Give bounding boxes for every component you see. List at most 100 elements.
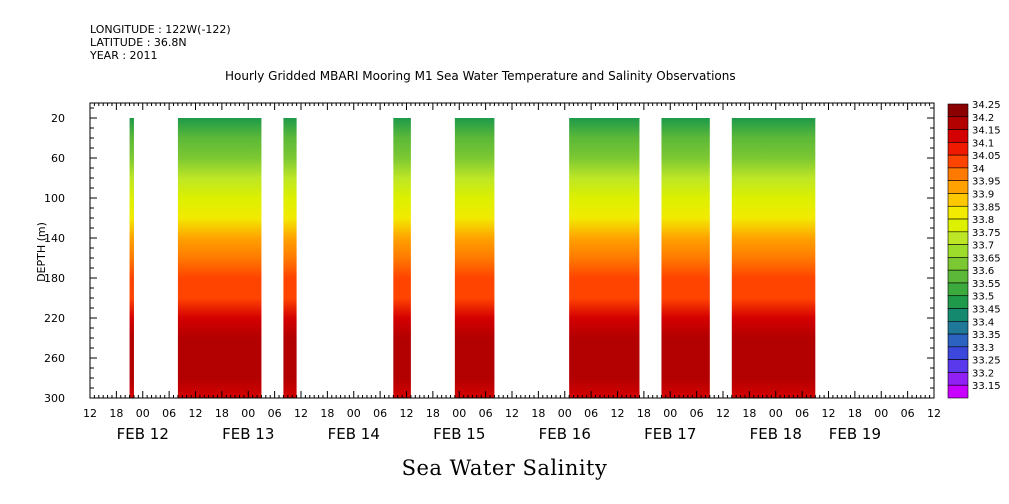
colorbar-swatch [947, 103, 969, 118]
x-hour-label: 18 [637, 407, 651, 420]
colorbar-swatch [947, 295, 969, 309]
x-hour-label: 12 [822, 407, 836, 420]
x-hour-label: 12 [505, 407, 519, 420]
x-axis: 12 18 00 06 12 18 00 06 12 18 00 06 12 18 00 06 12 18 00 06… [83, 103, 941, 443]
chart-title: Hourly Gridded MBARI Mooring M1 Sea Wate… [225, 69, 736, 83]
x-hour-label: 18 [531, 407, 545, 420]
x-hour-label: 12 [611, 407, 625, 420]
y-tick-label: 60 [51, 152, 65, 165]
x-hour-label: 00 [136, 407, 150, 420]
x-hour-label: 18 [742, 407, 756, 420]
colorbar-swatch [947, 142, 969, 156]
x-date-label: FEB 18 [750, 425, 802, 443]
year-label: YEAR : 2011 [90, 49, 158, 62]
colorbar-swatch [947, 359, 969, 373]
colorbar-swatch [947, 321, 969, 335]
colorbar-swatch [947, 180, 969, 194]
colorbar-swatch [947, 333, 969, 348]
x-hour-label: 06 [268, 407, 282, 420]
x-hour-label: 06 [690, 407, 704, 420]
colorbar-swatch [947, 167, 969, 181]
y-tick-label: 300 [44, 392, 65, 405]
colorbar-label: 34.05 [972, 151, 1001, 162]
x-hour-label: 18 [320, 407, 334, 420]
x-hour-label: 00 [663, 407, 677, 420]
colorbar-label: 33.65 [972, 253, 1001, 264]
x-hour-label: 18 [109, 407, 123, 420]
x-date-label: FEB 12 [117, 425, 169, 443]
colorbar-swatch [947, 372, 969, 386]
x-hour-label: 06 [584, 407, 598, 420]
x-hour-label: 12 [83, 407, 97, 420]
colorbar-swatch [947, 193, 969, 207]
colorbar-swatch [947, 384, 969, 399]
y-tick-label: 20 [51, 112, 65, 125]
colorbar-swatch [947, 308, 969, 322]
data-segment [569, 118, 640, 398]
x-hour-label: 12 [927, 407, 941, 420]
colorbar-label: 33.3 [972, 343, 994, 354]
data-segment [731, 118, 816, 398]
colorbar-label: 33.45 [972, 305, 1001, 316]
colorbar-swatch [947, 282, 969, 297]
colorbar-swatch [947, 205, 969, 220]
x-hour-label: 00 [241, 407, 255, 420]
colorbar-label: 33.95 [972, 177, 1001, 188]
longitude-label: LONGITUDE : 122W(-122) [90, 23, 231, 36]
data-segment [393, 118, 411, 398]
y-tick-label: 100 [44, 192, 65, 205]
x-hour-label: 18 [426, 407, 440, 420]
x-hour-label: 06 [795, 407, 809, 420]
x-hour-label: 06 [479, 407, 493, 420]
colorbar-swatch [947, 154, 969, 169]
colorbar-swatch [947, 346, 969, 360]
x-date-label: FEB 16 [539, 425, 591, 443]
colorbar-label: 33.6 [972, 266, 994, 277]
colorbar-label: 33.5 [972, 292, 994, 303]
x-hour-label: 12 [716, 407, 730, 420]
y-axis-label: DEPTH (m) [35, 222, 48, 282]
y-tick-label: 140 [44, 232, 65, 245]
data-segment [454, 118, 495, 398]
colorbar-label: 33.8 [972, 215, 994, 226]
x-hour-label: 12 [294, 407, 308, 420]
x-hour-label: 06 [162, 407, 176, 420]
x-date-label: FEB 19 [829, 425, 881, 443]
x-hour-label: 00 [769, 407, 783, 420]
data-segment [283, 118, 297, 398]
data-segment [661, 118, 710, 398]
colorbar-label: 33.75 [972, 228, 1001, 239]
colorbar-label: 33.9 [972, 189, 994, 200]
data-segment [129, 118, 134, 398]
x-hour-label: 00 [452, 407, 466, 420]
colorbar-swatch [947, 244, 969, 258]
colorbar-label: 34.25 [972, 100, 1001, 111]
x-hour-label: 18 [848, 407, 862, 420]
x-date-label: FEB 17 [644, 425, 696, 443]
y-axis: 20 60 100 140 180 220 260 300 [44, 107, 934, 405]
colorbar-label: 33.55 [972, 279, 1001, 290]
x-date-label: FEB 15 [433, 425, 485, 443]
x-hour-label: 12 [400, 407, 414, 420]
x-hour-label: 00 [874, 407, 888, 420]
x-hour-label: 12 [189, 407, 203, 420]
x-hour-label: 00 [558, 407, 572, 420]
colorbar-swatch [947, 218, 969, 233]
colorbar-label: 33.85 [972, 202, 1001, 213]
x-date-label: FEB 14 [328, 425, 380, 443]
colorbar-swatch [947, 116, 969, 130]
colorbar-label: 33.15 [972, 381, 1001, 392]
colorbar-label: 34 [972, 164, 985, 175]
colorbar-swatch [947, 129, 969, 143]
data-segment [177, 118, 262, 398]
colorbar-swatch [947, 269, 969, 284]
colorbar-label: 33.25 [972, 356, 1001, 367]
colorbar-label: 33.7 [972, 241, 994, 252]
y-tick-label: 220 [44, 312, 65, 325]
colorbar-swatch [947, 257, 969, 271]
x-hour-label: 00 [347, 407, 361, 420]
colorbar-swatch [947, 231, 969, 245]
colorbar-label: 33.2 [972, 368, 994, 379]
